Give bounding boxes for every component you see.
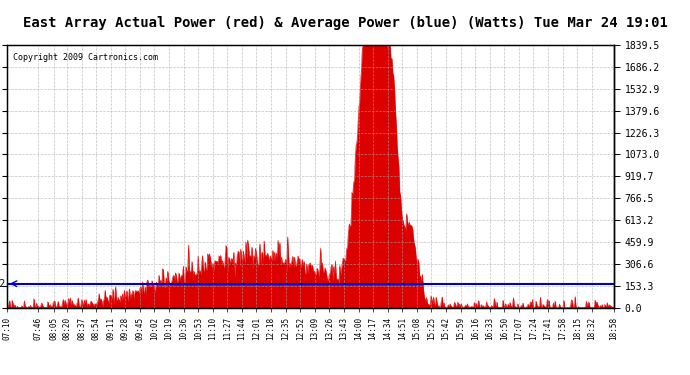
Text: 166.72: 166.72 [0,279,6,289]
Text: Copyright 2009 Cartronics.com: Copyright 2009 Cartronics.com [13,53,158,62]
Text: East Array Actual Power (red) & Average Power (blue) (Watts) Tue Mar 24 19:01: East Array Actual Power (red) & Average … [23,15,667,30]
